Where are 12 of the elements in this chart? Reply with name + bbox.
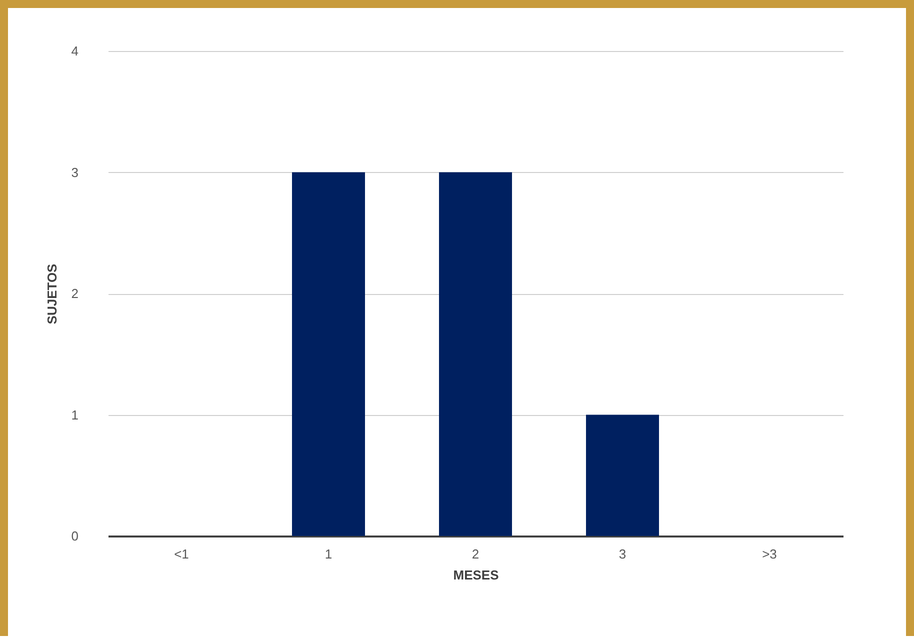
y-tick-label: 3 (71, 164, 78, 180)
x-tick-label: 3 (618, 546, 626, 562)
x-tick-label: 1 (324, 546, 332, 562)
y-tick-label: 0 (71, 528, 78, 544)
x-axis-title: MESES (453, 568, 500, 582)
y-axis-title: SUJETOS (44, 263, 60, 324)
x-tick-label: 2 (472, 546, 480, 562)
y-tick-label: 4 (71, 44, 78, 58)
x-tick-label: <1 (174, 546, 189, 562)
y-tick-label: 1 (71, 407, 78, 422)
y-tick-label: 2 (71, 286, 78, 301)
x-tick-label: >3 (762, 546, 777, 562)
